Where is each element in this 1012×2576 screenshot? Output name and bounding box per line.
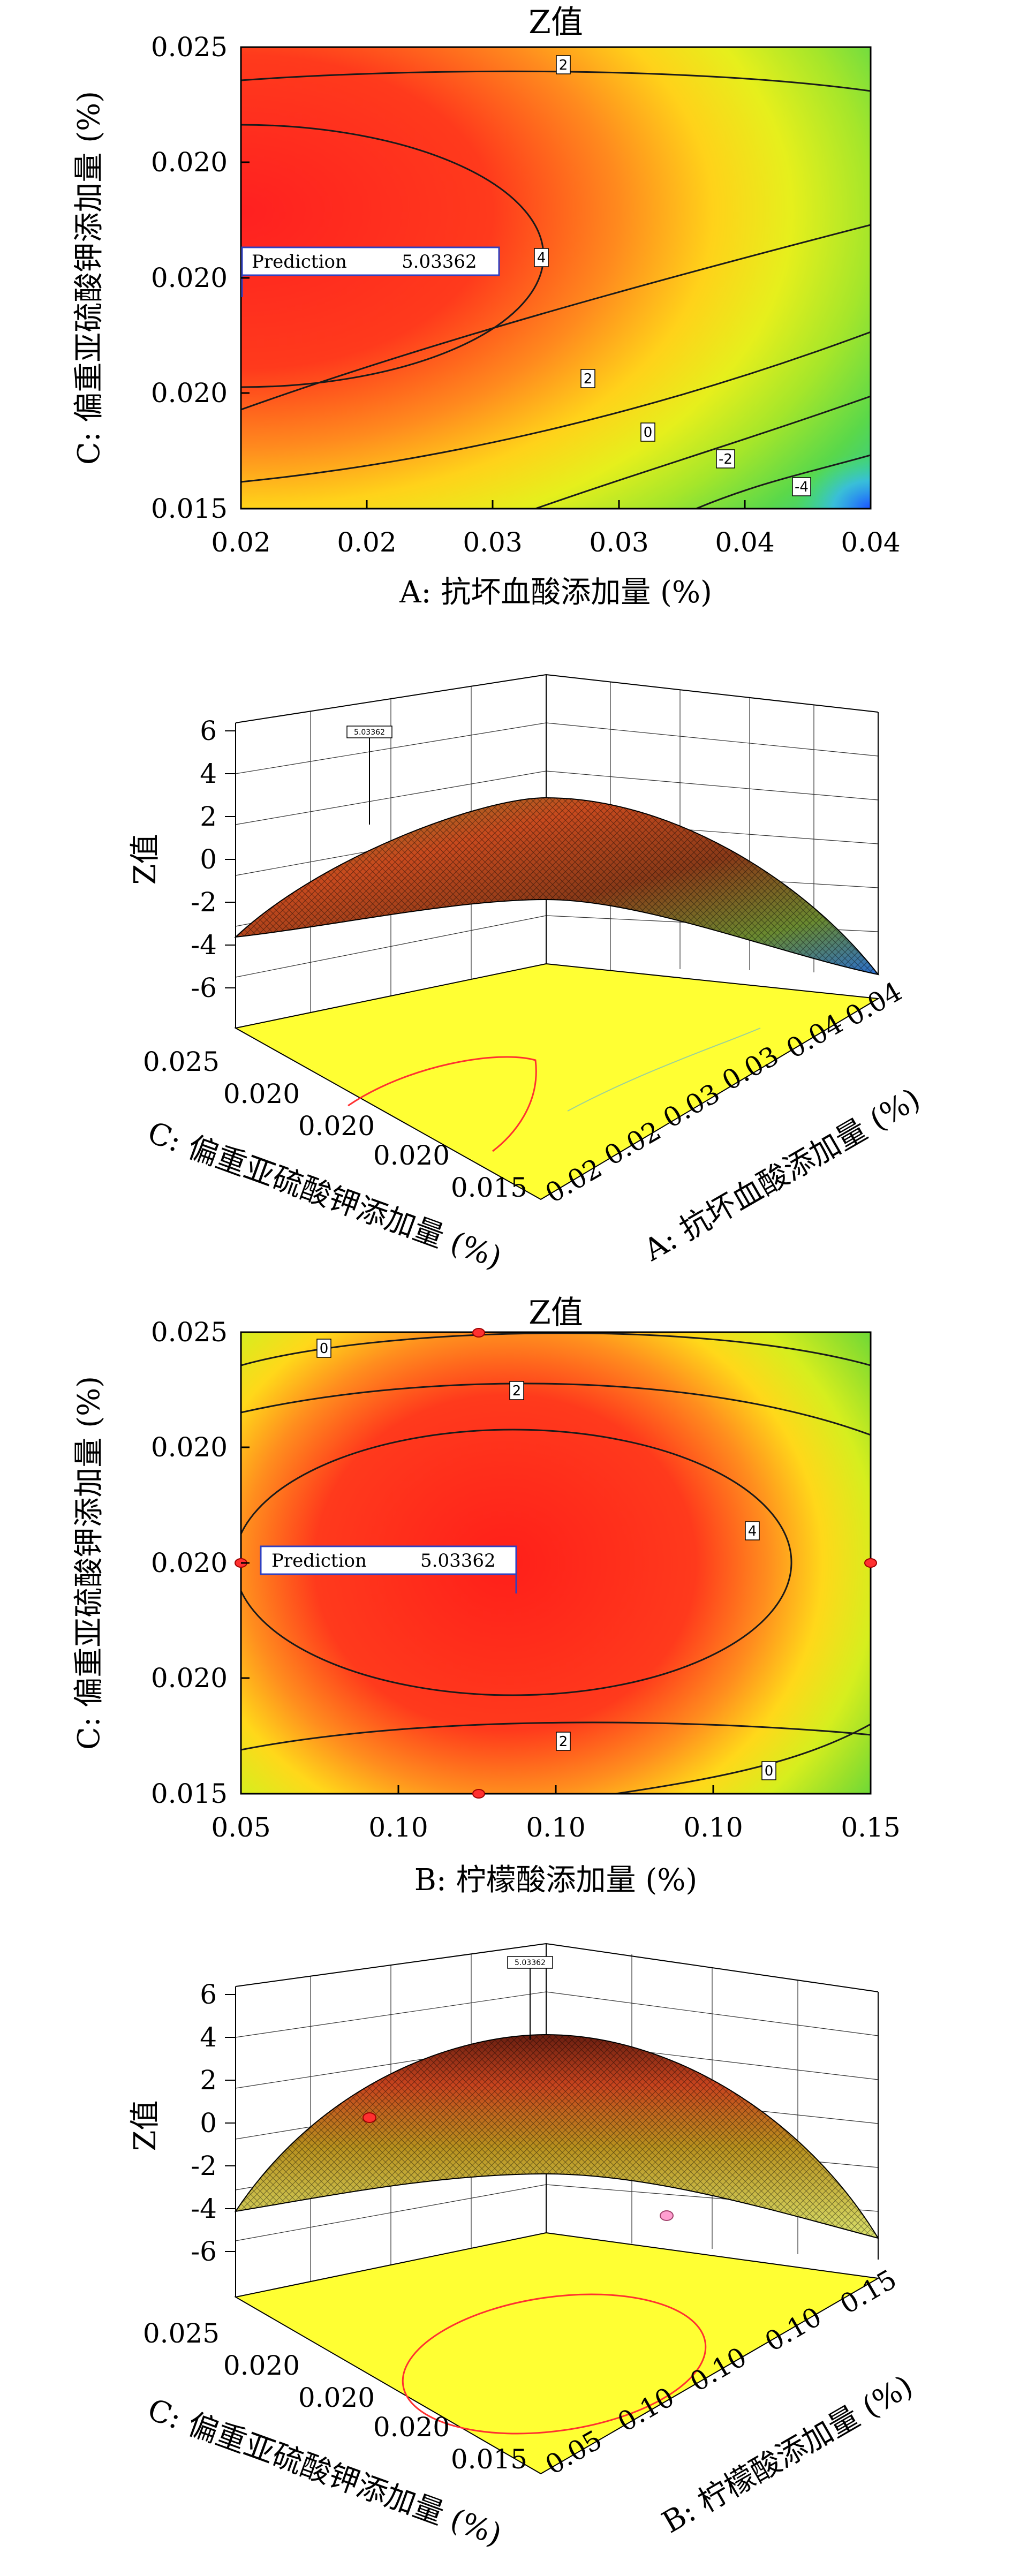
- z-tick-label: -2: [191, 887, 217, 918]
- c-tick-label: 0.015: [451, 1172, 527, 1203]
- floor-contours: [348, 1028, 761, 1152]
- prediction-label: Prediction: [252, 251, 347, 273]
- z-axis-label: Z值: [128, 834, 163, 885]
- contour-plot-ac: 2 4 2 0 -2 -4 Prediction 5.03362 Z值 0.02…: [0, 0, 1012, 621]
- contour-label: 2: [559, 1734, 568, 1750]
- z-axis-label: Z值: [128, 2101, 163, 2151]
- z-tick-label: -2: [191, 2150, 217, 2181]
- prediction-flag: 5.03362: [507, 1956, 553, 2040]
- contour-label: 4: [537, 250, 546, 266]
- floor-contour: [402, 2293, 707, 2435]
- contour-labels: 0 2 4 2 0: [316, 1339, 776, 1780]
- prediction-flag: Prediction 5.03362: [260, 1545, 517, 1593]
- chart-title: Z值: [528, 4, 583, 41]
- a-tick-label: 0.04: [840, 976, 907, 1032]
- y-axis-label: C: 偏重亚硫酸钾添加量 (%): [72, 91, 107, 465]
- contour-label: 0: [765, 1763, 774, 1779]
- y-axis-label: C: 偏重亚硫酸钾添加量 (%): [72, 1376, 107, 1750]
- x-tick-label: 0.04: [841, 527, 900, 558]
- y-tick-label: 0.015: [151, 1778, 228, 1809]
- contour-labels: 2 4 2 0 -2 -4: [534, 55, 811, 496]
- contour-label: 2: [512, 1383, 522, 1399]
- y-tick-label: 0.015: [151, 493, 228, 524]
- x-tick-label: 0.10: [368, 1812, 428, 1843]
- prediction-value: 5.03362: [402, 251, 477, 273]
- design-point: [472, 1328, 485, 1338]
- x-tick-label: 0.03: [463, 527, 522, 558]
- x-tick-label: 0.02: [337, 527, 396, 558]
- floor-plane: [234, 2232, 880, 2475]
- contour-label: 2: [584, 371, 593, 387]
- y-tick-label: 0.020: [151, 262, 228, 293]
- prediction-label: Prediction: [271, 1550, 367, 1572]
- surface-plot-bc: 5.03362 6 4 2 0 -2 -4 -6 Z值 0.025 0.020 …: [0, 1912, 1012, 2576]
- z-tick-label: 0: [200, 844, 217, 875]
- x-tick-label: 0.10: [526, 1812, 585, 1843]
- x-tick-label: 0.02: [211, 527, 270, 558]
- y-tick-label: 0.025: [151, 32, 228, 63]
- c-tick-label: 0.020: [223, 2350, 300, 2381]
- x-tick-label: 0.03: [589, 527, 648, 558]
- z-tick-label: -4: [191, 2193, 217, 2224]
- design-point: [362, 2112, 376, 2123]
- z-tick-label: 6: [200, 715, 217, 746]
- contour-label: 4: [748, 1523, 757, 1539]
- design-points: [235, 1328, 877, 1799]
- y-tick-label: 0.020: [151, 1432, 228, 1463]
- x-axis-label: A: 抗坏血酸添加量 (%): [399, 575, 712, 610]
- c-tick-label: 0.020: [298, 2382, 375, 2413]
- chart-title: Z值: [528, 1296, 583, 1332]
- contour-label: 0: [320, 1341, 329, 1357]
- flag-value: 5.03362: [515, 1959, 546, 1967]
- z-tick-label: 6: [200, 1979, 217, 2010]
- c-tick-label: 0.020: [223, 1078, 300, 1109]
- z-tick-label: -6: [191, 972, 217, 1003]
- x-tick-label: 0.04: [715, 527, 774, 558]
- z-tick-label: -6: [191, 2236, 217, 2267]
- z-tick-label: 4: [200, 2022, 217, 2053]
- y-tick-label: 0.025: [151, 1317, 228, 1348]
- b-tick-label: 0.15: [835, 2263, 902, 2320]
- design-point: [660, 2210, 674, 2221]
- c-tick-label: 0.020: [373, 1140, 450, 1171]
- flag-value: 5.03362: [354, 728, 385, 737]
- x-axis: [240, 500, 872, 509]
- design-point: [864, 1558, 877, 1568]
- y-tick-label: 0.020: [151, 1547, 228, 1578]
- x-tick-label: 0.15: [841, 1812, 900, 1843]
- z-tick-label: 0: [200, 2107, 217, 2139]
- contour-lines: [241, 1332, 871, 1794]
- surface-plot-ac: 5.03362 6 4 2 0 -2 -4 -6 Z值 0.025 0.020 …: [0, 621, 1012, 1296]
- c-tick-label: 0.025: [143, 1046, 220, 1077]
- y-tick-label: 0.020: [151, 147, 228, 178]
- y-tick-label: 0.020: [151, 377, 228, 409]
- c-tick-label: 0.025: [143, 2318, 220, 2349]
- x-tick-label: 0.10: [683, 1812, 743, 1843]
- contour-label: -4: [795, 479, 809, 495]
- z-tick-label: -4: [191, 930, 217, 961]
- contour-label: 2: [559, 57, 568, 73]
- floor-plane: [234, 963, 880, 1200]
- prediction-flag: Prediction 5.03362: [241, 246, 500, 297]
- z-tick-label: 4: [200, 758, 217, 789]
- design-points: [362, 2112, 674, 2221]
- contour-plot-bc: 0 2 4 2 0 Prediction 5.03362 Z值 0.05 0.1…: [0, 1296, 1012, 1912]
- plot-area: 2 4 2 0 -2 -4: [241, 47, 871, 509]
- c-tick-label: 0.020: [298, 1111, 375, 1142]
- z-tick-label: 2: [200, 801, 217, 832]
- contour-label: 0: [644, 425, 653, 441]
- y-tick-label: 0.020: [151, 1663, 228, 1694]
- c-tick-label: 0.020: [373, 2412, 450, 2443]
- prediction-value: 5.03362: [420, 1550, 496, 1572]
- contour-label: -2: [719, 451, 732, 467]
- design-point: [472, 1789, 485, 1799]
- x-axis-label: B: 柠檬酸添加量 (%): [414, 1863, 698, 1898]
- b-axis-label: B: 柠檬酸添加量 (%): [656, 2369, 919, 2541]
- x-tick-label: 0.05: [211, 1812, 270, 1843]
- c-tick-label: 0.015: [451, 2444, 527, 2475]
- z-tick-label: 2: [200, 2065, 217, 2096]
- prediction-flag: 5.03362: [346, 726, 392, 825]
